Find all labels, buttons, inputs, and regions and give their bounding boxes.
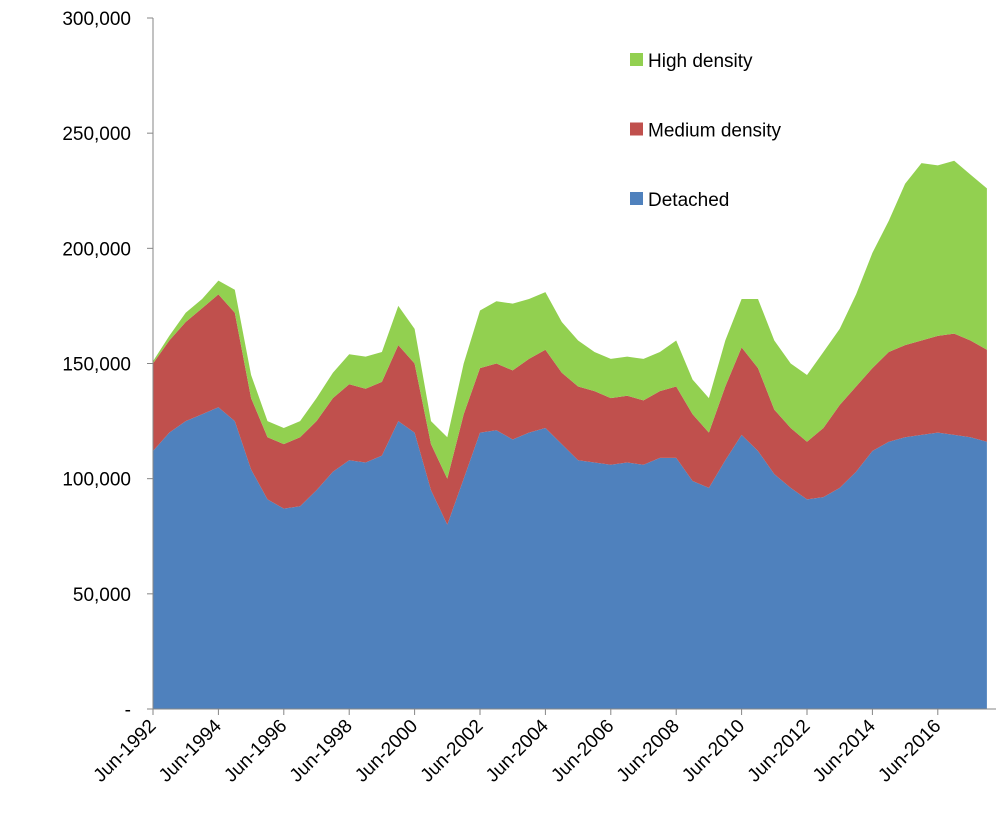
x-tick-label: Jun-2008 (613, 716, 684, 787)
area (153, 407, 987, 709)
area (153, 160, 987, 479)
x-tick-label: Jun-1994 (155, 715, 226, 786)
x-tick-label: Jun-1996 (220, 716, 291, 787)
y-tick-label: 150,000 (62, 355, 131, 376)
x-tick-label: Jun-2010 (678, 716, 749, 787)
y-tick-label: 100,000 (62, 470, 131, 491)
y-tick-label: 200,000 (62, 239, 131, 260)
area (153, 294, 987, 525)
legend-label: Detached (648, 190, 729, 211)
legend-swatch (630, 192, 643, 205)
legend-swatch (630, 53, 643, 66)
y-tick-label: 250,000 (62, 124, 131, 145)
legend-swatch (630, 122, 643, 136)
x-tick-label: Jun-1998 (286, 716, 357, 787)
y-tick-label: 300,000 (62, 9, 131, 30)
x-tick-label: Jun-2014 (809, 715, 880, 786)
x-tick-label: Jun-2012 (744, 716, 815, 787)
x-tick-label: Jun-2006 (547, 716, 618, 787)
legend-label: High density (648, 51, 753, 72)
x-tick-label: Jun-1992 (90, 716, 161, 787)
legend-label: Medium density (648, 121, 782, 142)
x-tick-label: Jun-2000 (351, 716, 422, 787)
x-tick-label: Jun-2004 (482, 715, 553, 786)
x-tick-label: Jun-2002 (417, 716, 488, 787)
x-tick-label: Jun-2016 (874, 716, 945, 787)
y-tick-label: 50,000 (73, 585, 131, 606)
y-tick-label: - (125, 700, 131, 721)
